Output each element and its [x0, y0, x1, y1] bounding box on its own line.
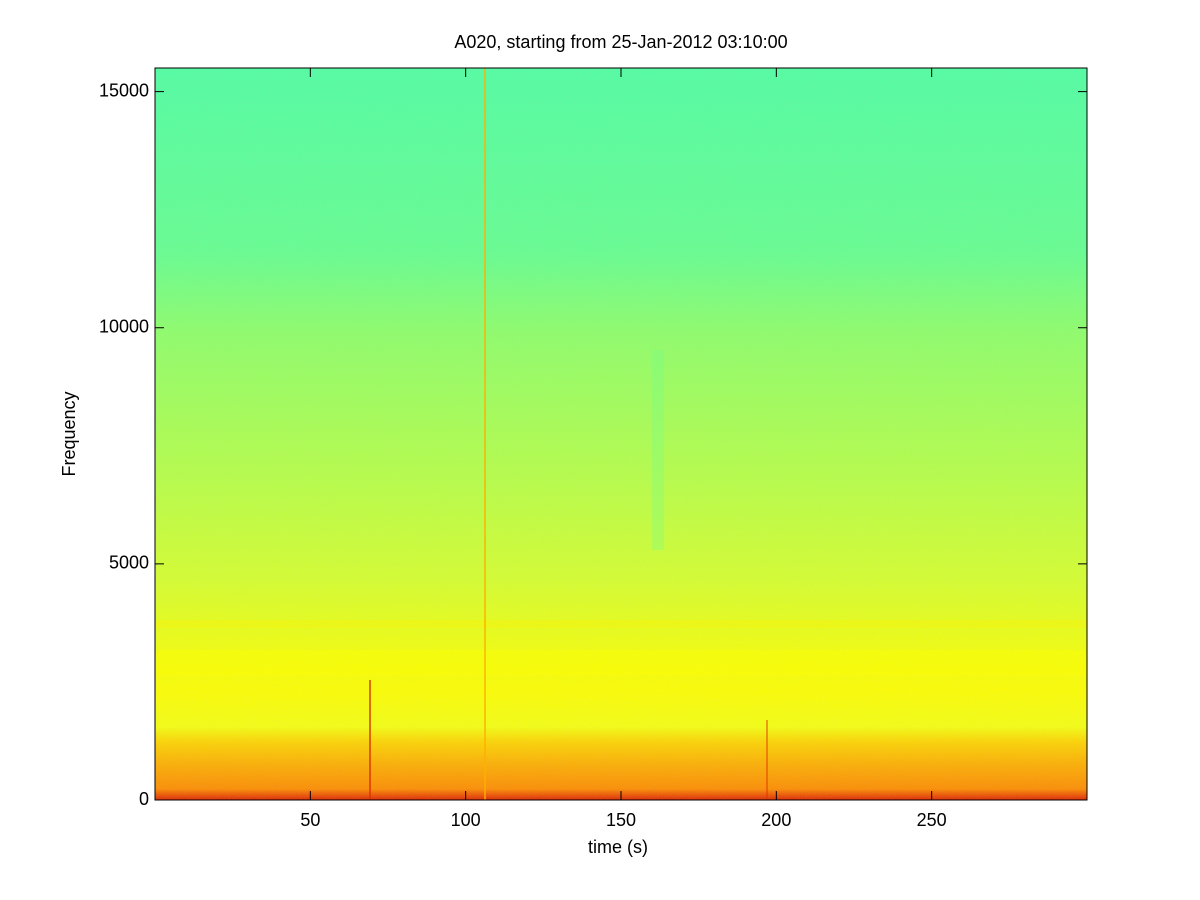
x-tick-label: 100: [451, 810, 481, 830]
x-tick-label: 50: [300, 810, 320, 830]
y-tick-label: 10000: [99, 316, 149, 336]
x-axis-label: time (s): [588, 837, 648, 857]
x-tick-label: 150: [606, 810, 636, 830]
y-tick-label: 0: [139, 789, 149, 809]
y-axis-label: Frequency: [59, 391, 79, 476]
x-tick-label: 250: [917, 810, 947, 830]
y-tick-label: 5000: [109, 553, 149, 573]
x-tick-label: 200: [761, 810, 791, 830]
spectrogram-image: [155, 68, 1087, 800]
y-tick-label: 15000: [99, 80, 149, 100]
chart-title: A020, starting from 25-Jan-2012 03:10:00: [454, 32, 787, 52]
